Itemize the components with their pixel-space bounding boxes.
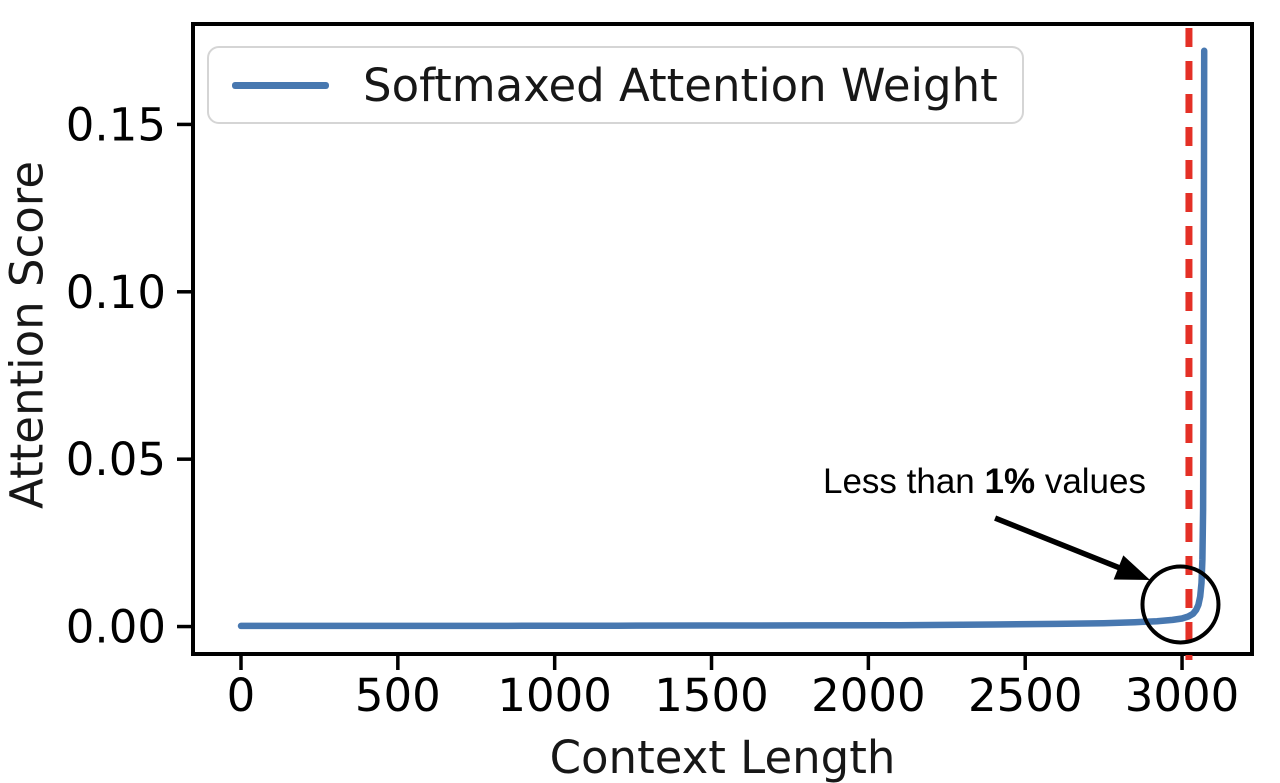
annotation-text: Less than 1% values (823, 464, 1146, 499)
x-tick-label: 1000 (497, 669, 612, 722)
x-tick-label: 2500 (968, 669, 1083, 722)
highlight-circle (1140, 564, 1221, 645)
y-tick-label: 0.05 (66, 433, 166, 486)
legend-label: Softmaxed Attention Weight (363, 58, 998, 112)
annotation-arrow-head (1113, 555, 1151, 581)
x-axis-title: Context Length (549, 731, 896, 783)
y-tick-label: 0.00 (66, 601, 166, 654)
legend-line-sample (232, 81, 329, 89)
annotation-text-bold: 1% (984, 462, 1036, 501)
x-tick-label: 500 (355, 669, 441, 722)
x-tick-label: 0 (227, 669, 256, 722)
annotation-text-prefix: Less than (823, 462, 985, 501)
annotation-arrow-shaft (994, 515, 1122, 571)
x-tick-label: 2000 (811, 669, 926, 722)
legend: Softmaxed Attention Weight (207, 46, 1024, 124)
annotation-text-suffix: values (1035, 462, 1146, 501)
x-tick-label: 3000 (1125, 669, 1240, 722)
x-tick-label: 1500 (654, 669, 769, 722)
series-softmaxed-attention-weight (237, 47, 1208, 630)
y-tick-label: 0.15 (66, 98, 166, 151)
y-axis-title-text: Attention Score (0, 160, 54, 510)
y-tick-label: 0.10 (66, 266, 166, 319)
axes-spines (191, 22, 1254, 656)
